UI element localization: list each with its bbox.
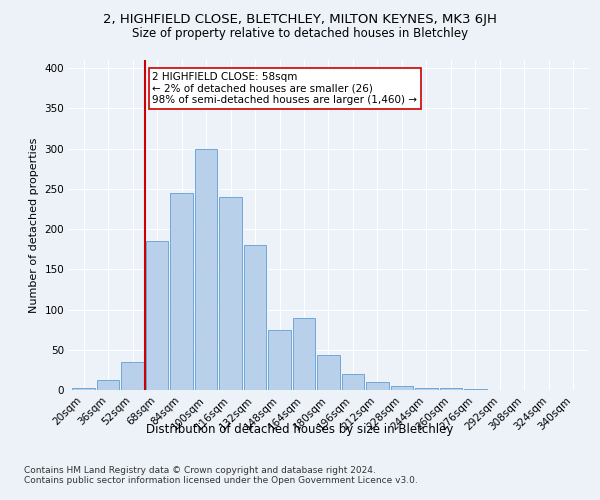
Bar [170,193,193,390]
Bar [366,382,389,390]
Bar [317,356,340,390]
Bar [415,388,437,390]
Text: 2 HIGHFIELD CLOSE: 58sqm
← 2% of detached houses are smaller (26)
98% of semi-de: 2 HIGHFIELD CLOSE: 58sqm ← 2% of detache… [152,72,417,106]
Bar [268,330,291,390]
Bar [121,362,144,390]
Bar [440,388,462,390]
Bar [244,245,266,390]
Bar [464,389,487,390]
Bar [391,386,413,390]
Bar [97,380,119,390]
Text: 2, HIGHFIELD CLOSE, BLETCHLEY, MILTON KEYNES, MK3 6JH: 2, HIGHFIELD CLOSE, BLETCHLEY, MILTON KE… [103,12,497,26]
Text: Distribution of detached houses by size in Bletchley: Distribution of detached houses by size … [146,422,454,436]
Y-axis label: Number of detached properties: Number of detached properties [29,138,39,312]
Bar [293,318,315,390]
Bar [195,148,217,390]
Bar [146,241,169,390]
Bar [220,197,242,390]
Text: Contains HM Land Registry data © Crown copyright and database right 2024.
Contai: Contains HM Land Registry data © Crown c… [24,466,418,485]
Text: Size of property relative to detached houses in Bletchley: Size of property relative to detached ho… [132,28,468,40]
Bar [342,374,364,390]
Bar [73,388,95,390]
